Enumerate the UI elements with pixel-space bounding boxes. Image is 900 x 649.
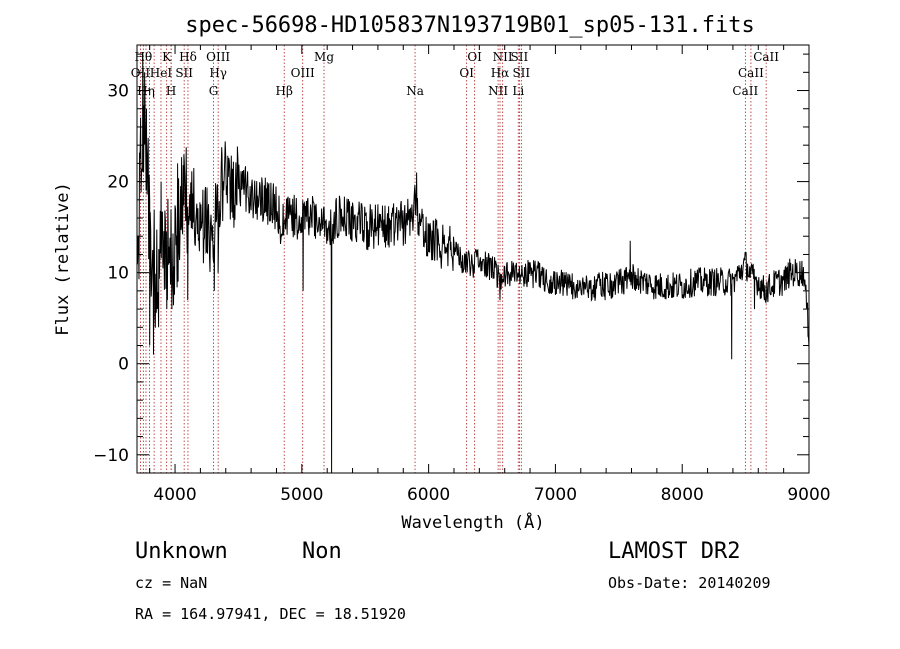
spectral-line-label: CaII [738, 66, 764, 80]
spectral-line-label: G [209, 84, 219, 98]
spectral-line-label: OI [467, 50, 482, 64]
spectral-line-label: OIII [291, 66, 315, 80]
spectral-line-label: Hγ [209, 66, 227, 80]
spectral-line-label: Li [512, 84, 524, 98]
x-tick-label: 7000 [534, 485, 577, 505]
spectral-line-label: SII [511, 50, 529, 64]
y-tick-label: 0 [118, 355, 129, 375]
spectral-line-label: Hβ [276, 84, 293, 98]
y-tick-label: −10 [93, 446, 129, 466]
y-axis-ticks: −10 0 10 20 30 [93, 53, 809, 466]
coordinates-readout: RA = 164.97941, DEC = 18.51920 [135, 605, 406, 623]
spectral-line-label: OII [131, 66, 151, 80]
spectral-line-label: Hθ [134, 50, 152, 64]
spectrum-line [136, 54, 810, 474]
y-tick-label: 30 [107, 82, 129, 102]
spectral-line-label: K [162, 50, 172, 64]
spectral-line-label: SII [175, 66, 193, 80]
class-label: Unknown [135, 539, 228, 564]
spectral-line-label: OIII [206, 50, 230, 64]
spectral-line-label: HeI [150, 66, 173, 80]
spectral-line-label: Hα [491, 66, 510, 80]
spectral-line-label: OI [459, 66, 474, 80]
redshift-readout: cz = NaN [135, 574, 207, 592]
y-tick-label: 10 [107, 264, 129, 284]
x-axis-label: Wavelength (Å) [401, 511, 544, 533]
y-axis-label: Flux (relative) [53, 182, 73, 336]
spectral-line-label: Mg [314, 50, 334, 64]
x-tick-label: 8000 [661, 485, 704, 505]
obs-date-readout: Obs-Date: 20140209 [608, 574, 771, 592]
x-tick-label: 6000 [407, 485, 450, 505]
spectral-line-label: CaII [732, 84, 758, 98]
y-tick-label: 20 [107, 173, 129, 193]
x-tick-label: 4000 [153, 485, 196, 505]
spectral-line-label: NII [493, 50, 513, 64]
spectral-line-label: Na [406, 84, 424, 98]
chart-title: spec-56698-HD105837N193719B01_sp05-131.f… [185, 13, 755, 38]
spectral-line-label: NII [488, 84, 508, 98]
spectral-line-label: Hδ [179, 50, 197, 64]
plot-frame [136, 44, 810, 474]
x-tick-label: 9000 [787, 485, 830, 505]
x-tick-label: 5000 [280, 485, 323, 505]
survey-label: LAMOST DR2 [608, 539, 740, 564]
spectral-line-label: H [166, 84, 176, 98]
spectral-line-label: CaII [753, 50, 779, 64]
spectral-line-label: SII [512, 66, 530, 80]
subclass-label: Non [302, 539, 342, 564]
x-axis-ticks: 4000 5000 6000 7000 8000 9000 [149, 45, 831, 505]
